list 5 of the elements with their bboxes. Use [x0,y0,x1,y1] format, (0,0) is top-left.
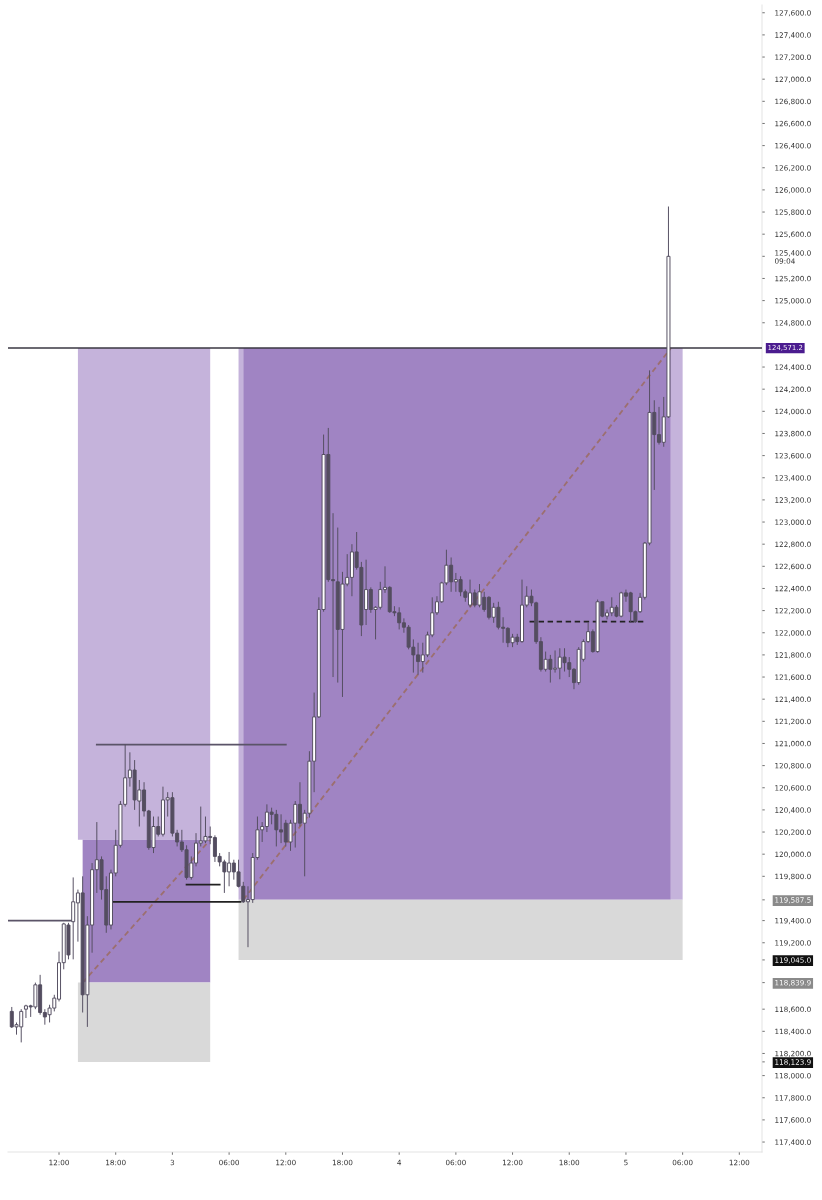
candlestick [562,647,567,672]
candlestick [458,575,463,597]
candlestick [33,982,38,1010]
candlestick [203,816,208,844]
candlestick [477,583,482,608]
